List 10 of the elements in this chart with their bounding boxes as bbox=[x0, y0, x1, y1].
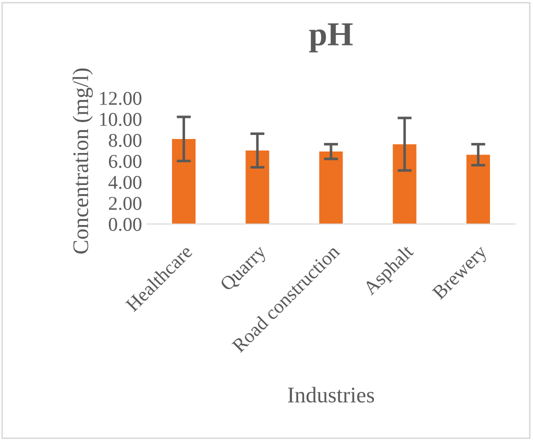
chart-title: pH bbox=[309, 23, 353, 52]
y-tick-label: 12.00 bbox=[100, 92, 142, 106]
y-tick-label: 0.00 bbox=[108, 218, 142, 232]
y-axis-title: Concentration (mg/l) bbox=[72, 68, 93, 254]
y-tick-label: 8.00 bbox=[108, 134, 142, 148]
y-tick-label: 6.00 bbox=[108, 154, 142, 168]
y-tick-label: 2.00 bbox=[108, 196, 142, 210]
y-tick-label: 4.00 bbox=[108, 176, 142, 190]
x-axis-title: Industries bbox=[288, 386, 374, 403]
y-tick-label: 10.00 bbox=[100, 112, 142, 126]
